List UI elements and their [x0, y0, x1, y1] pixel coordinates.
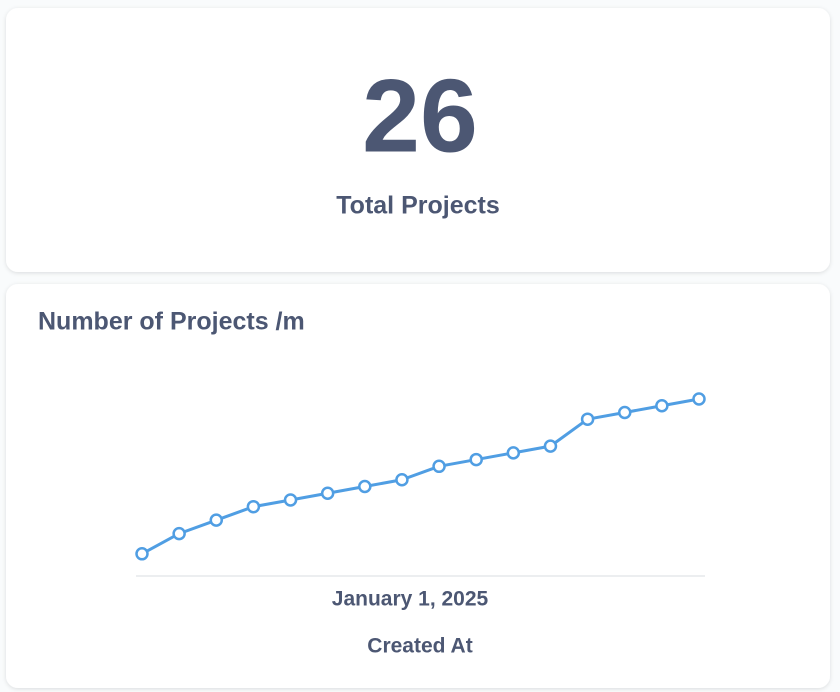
- point: [172, 526, 186, 541]
- point: [209, 513, 224, 527]
- point: [246, 499, 261, 514]
- point: [655, 398, 669, 413]
- point: [469, 452, 483, 467]
- point: [358, 479, 372, 494]
- point: [506, 446, 521, 460]
- point: [432, 459, 446, 474]
- x-tick-label: January 1, 2025: [332, 588, 489, 611]
- point: [395, 473, 409, 487]
- point: [320, 486, 335, 500]
- point: [617, 405, 632, 420]
- scalar-card[interactable]: [6, 8, 830, 272]
- point: [283, 493, 298, 507]
- point: [135, 547, 149, 561]
- x-axis-label: Created At: [367, 635, 472, 658]
- point: [692, 392, 706, 406]
- chart-card[interactable]: [6, 284, 830, 688]
- point: [543, 439, 558, 453]
- scalar-label: Total Projects: [336, 192, 499, 220]
- scalar-value: 26: [362, 58, 478, 174]
- line: [141, 397, 700, 556]
- chart-title[interactable]: Number of Projects /m: [38, 308, 305, 336]
- point: [580, 412, 595, 426]
